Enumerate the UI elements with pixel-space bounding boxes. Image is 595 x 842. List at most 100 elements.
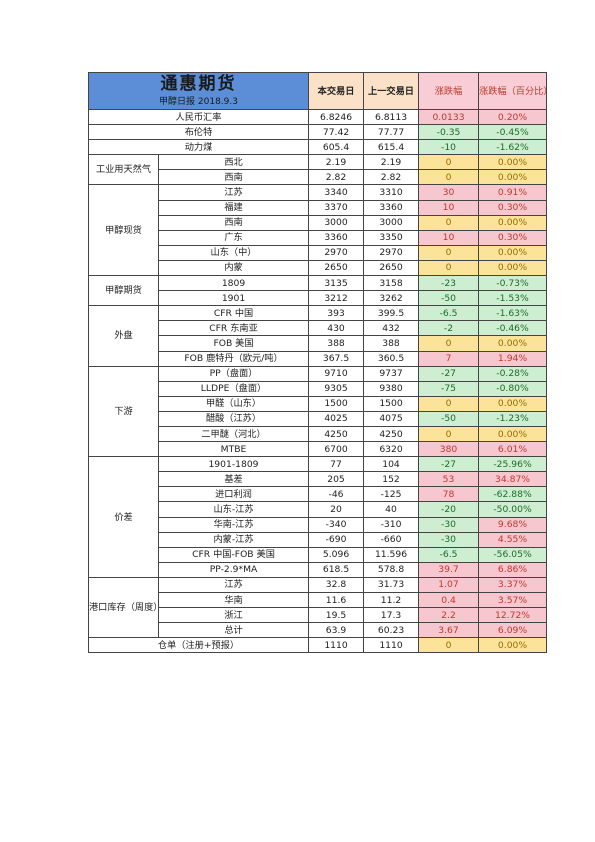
value-prev: 360.5 [363, 350, 420, 367]
value-change: 0 [418, 154, 480, 171]
value-today: 5.096 [308, 546, 365, 563]
value-prev: 60.23 [363, 622, 420, 639]
row-label: 1809 [157, 275, 310, 292]
row-label: 二甲醚（河北） [157, 425, 310, 443]
value-change: -20 [418, 501, 480, 518]
value-pct: 3.37% [478, 576, 548, 594]
value-today: 77.42 [308, 124, 365, 141]
value-today: 3370 [308, 199, 365, 216]
value-change: 3.67 [418, 622, 480, 639]
value-pct: 0.30% [478, 229, 548, 246]
value-pct: 0.00% [478, 395, 548, 412]
row-label: 福建 [157, 199, 310, 216]
value-pct: 0.00% [478, 637, 548, 654]
value-pct: 0.00% [478, 244, 548, 261]
row-label: 内蒙 [157, 259, 310, 277]
col-header-prev: 上一交易日 [363, 72, 420, 110]
value-change: -50 [418, 290, 480, 307]
table-row: 醋酸（江苏） 4025 4075 -50 -1.23% [89, 410, 548, 427]
row-label: 内蒙-江苏 [157, 531, 310, 548]
value-change: 78 [418, 486, 480, 503]
value-pct: -0.46% [478, 320, 548, 337]
table-row: 外盘 CFR 中国 393 399.5 -6.5 -1.63% [88, 305, 548, 367]
row-label: LLDPE（盘面） [157, 380, 310, 397]
value-today: 11.6 [308, 591, 365, 609]
table-row: LLDPE（盘面） 9305 9380 -75 -0.80% [89, 380, 548, 397]
value-prev: 3262 [363, 290, 420, 307]
table-row: 下游 PP（盘面） 9710 9737 -27 -0.28% [88, 365, 548, 458]
row-group-label: 下游 [88, 365, 159, 458]
value-pct: 0.00% [478, 214, 548, 231]
value-today: 3212 [308, 290, 365, 307]
value-change: 0.4 [418, 591, 480, 609]
value-today: -46 [308, 486, 365, 503]
table-body: 人民币汇率 6.8246 6.8113 0.0133 0.20% 布伦特 77.42 77.7… [87, 108, 548, 654]
row-label: CFR 东南亚 [157, 320, 310, 337]
col-header-today: 本交易日 [308, 72, 365, 110]
value-prev: 432 [363, 320, 420, 337]
row-label: 1901-1809 [157, 456, 310, 473]
value-today: 3135 [308, 275, 365, 292]
row-label: 总计 [157, 622, 310, 639]
value-change: 0 [418, 259, 480, 277]
value-pct: 0.91% [478, 184, 548, 201]
row-label: MTBE [157, 441, 310, 458]
value-prev: 9380 [363, 380, 420, 397]
value-today: 3340 [308, 184, 365, 201]
table-row: 总计 63.9 60.23 3.67 6.09% [89, 622, 548, 639]
row-label: CFR 中国 [157, 305, 310, 322]
value-prev: 1500 [363, 395, 420, 412]
table-row: 福建 3370 3360 10 0.30% [89, 199, 548, 216]
value-today: -340 [308, 516, 365, 533]
value-pct: -0.28% [478, 365, 548, 382]
value-today: 367.5 [308, 350, 365, 367]
table-row: 港口库存（周度） 江苏 32.8 31.73 1.07 3.37% [88, 576, 548, 639]
value-prev: 11.2 [363, 591, 420, 609]
table-row: 价差 1901-1809 77 104 -27 -25.96% [88, 456, 548, 578]
row-label: 人民币汇率 [87, 108, 310, 126]
value-prev: 2970 [363, 244, 420, 261]
value-prev: 1110 [363, 637, 420, 654]
value-change: -27 [418, 365, 480, 382]
value-pct: -0.80% [478, 380, 548, 397]
table-row: 华南 11.6 11.2 0.4 3.57% [89, 591, 548, 609]
value-pct: -1.53% [478, 290, 548, 307]
value-pct: 6.09% [478, 622, 548, 639]
value-pct: 0.00% [478, 425, 548, 443]
value-today: 63.9 [308, 622, 365, 639]
value-pct: 9.68% [478, 516, 548, 533]
value-today: 19.5 [308, 607, 365, 624]
value-prev: -125 [363, 486, 420, 503]
value-change: 0 [418, 425, 480, 443]
row-group-label: 外盘 [88, 305, 159, 367]
value-pct: 0.00% [478, 335, 548, 352]
value-prev: 3360 [363, 199, 420, 216]
row-label: 仓单（注册+预报） [87, 637, 310, 654]
table-row: CFR 中国-FOB 美国 5.096 11.596 -6.5 -56.05% [89, 546, 548, 563]
value-prev: -310 [363, 516, 420, 533]
value-change: -50 [418, 410, 480, 427]
row-label: 广东 [157, 229, 310, 246]
value-today: 9305 [308, 380, 365, 397]
value-prev: -660 [363, 531, 420, 548]
row-label: 浙江 [157, 607, 310, 624]
table-row: PP-2.9*MA 618.5 578.8 39.7 6.86% [89, 561, 548, 578]
value-pct: 3.57% [478, 591, 548, 609]
row-group-label: 价差 [88, 456, 159, 578]
value-pct: -0.73% [478, 275, 548, 292]
value-change: -6.5 [418, 305, 480, 322]
value-change: -6.5 [418, 546, 480, 563]
value-today: 2970 [308, 244, 365, 261]
value-today: 6.8246 [308, 108, 365, 126]
value-change: -0.35 [418, 124, 480, 141]
value-pct: 6.86% [478, 561, 548, 578]
value-pct: -50.00% [478, 501, 548, 518]
table-row: 甲醇期货 1809 3135 3158 -23 -0.73% [88, 275, 548, 307]
col-header-pct: 涨跌幅（百分比） [478, 72, 548, 110]
report-title: 通惠期货 [160, 74, 237, 94]
row-label: 华南 [157, 591, 310, 609]
value-change: 10 [418, 199, 480, 216]
value-change: 53 [418, 471, 480, 488]
value-prev: 3350 [363, 229, 420, 246]
value-pct: 1.94% [478, 350, 548, 367]
